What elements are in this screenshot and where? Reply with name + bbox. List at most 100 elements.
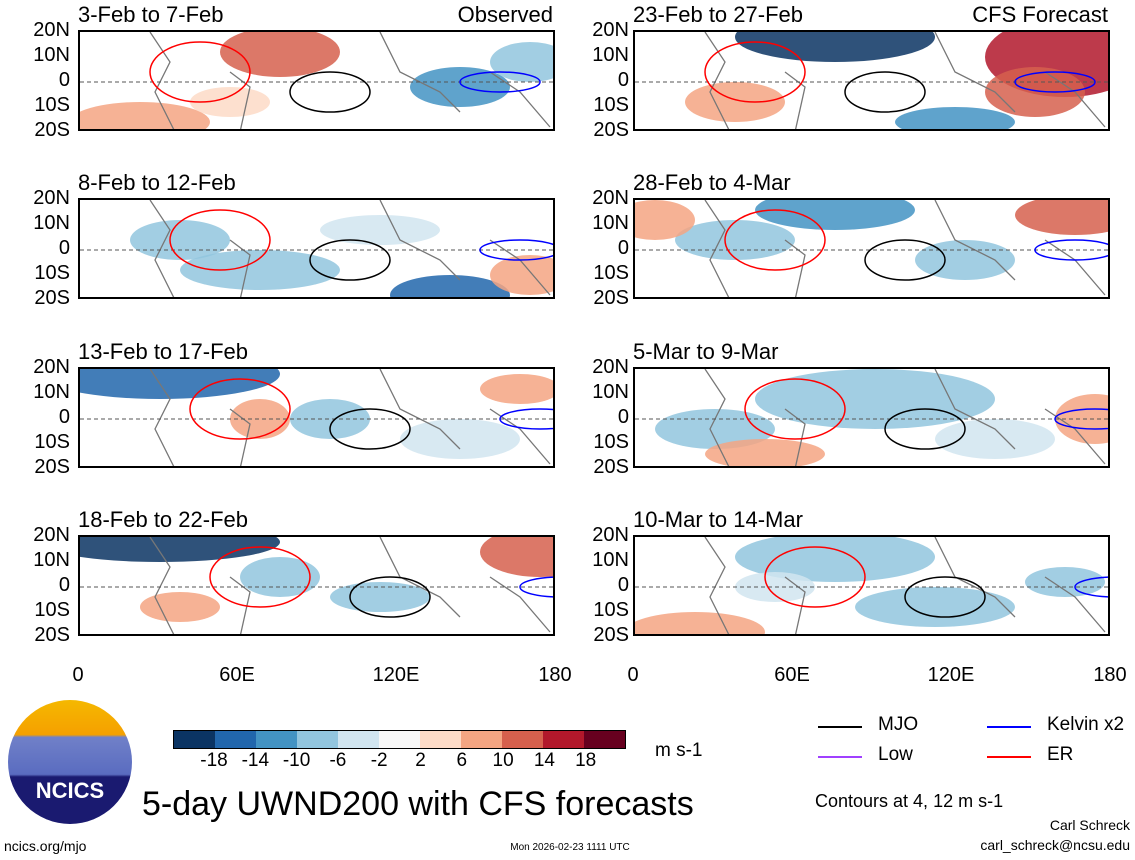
colorbar-swatch — [379, 731, 420, 748]
latitude-label: 10N — [33, 212, 70, 234]
latitude-label: 20N — [33, 187, 70, 209]
latitude-label: 10N — [592, 381, 629, 403]
map-panel — [633, 367, 1110, 468]
latitude-label: 20S — [593, 287, 629, 309]
legend-line-er — [987, 756, 1031, 758]
colorbar-swatch — [461, 731, 502, 748]
latitude-label: 20N — [33, 19, 70, 41]
anomaly-field — [80, 32, 553, 129]
latitude-label: 20N — [592, 524, 629, 546]
legend-line-low — [818, 756, 862, 758]
map-panel — [78, 367, 555, 468]
latitude-label: 0 — [58, 406, 70, 428]
latitude-label: 10N — [592, 549, 629, 571]
map-panel — [78, 198, 555, 299]
latitude-label: 10N — [33, 549, 70, 571]
longitude-label: 180 — [538, 664, 572, 686]
colorbar-tick-label: -10 — [282, 750, 311, 771]
colorbar-tick-label: -14 — [241, 750, 270, 771]
panel-title: 3-Feb to 7-Feb — [78, 2, 224, 27]
latitude-label: 20S — [34, 287, 70, 309]
latitude-label: 10S — [593, 94, 629, 116]
longitude-label: 0 — [72, 664, 84, 686]
latitude-label: 10N — [592, 212, 629, 234]
latitude-label: 20N — [33, 356, 70, 378]
panel-title: 5-Mar to 9-Mar — [633, 339, 779, 364]
latitude-label: 20S — [593, 624, 629, 646]
latitude-label: 20S — [593, 456, 629, 478]
map-panel — [633, 30, 1110, 131]
anomaly-field — [80, 200, 553, 297]
latitude-label: 20S — [593, 119, 629, 141]
panel-title: 13-Feb to 17-Feb — [78, 339, 248, 364]
latitude-label: 20S — [34, 456, 70, 478]
colorbar-tick-label: 6 — [456, 750, 468, 771]
longitude-label: 180 — [1093, 664, 1127, 686]
legend-label: ER — [1047, 744, 1074, 765]
latitude-label: 0 — [58, 237, 70, 259]
colorbar-swatch — [174, 731, 215, 748]
anomaly-field — [80, 369, 553, 466]
colorbar-swatch — [420, 731, 461, 748]
colorbar-swatch — [502, 731, 543, 748]
latitude-label: 0 — [617, 574, 629, 596]
figure-title: 5-day UWND200 with CFS forecasts — [142, 785, 694, 823]
longitude-label: 60E — [219, 664, 255, 686]
colorbar-tick-label: -6 — [329, 750, 347, 771]
latitude-label: 0 — [617, 69, 629, 91]
colorbar-swatch — [256, 731, 297, 748]
longitude-label: 120E — [927, 664, 975, 686]
timestamp: Mon 2026-02-23 1111 UTC — [510, 842, 630, 853]
latitude-label: 20S — [34, 624, 70, 646]
legend-line-mjo — [818, 726, 862, 728]
latitude-label: 20N — [33, 524, 70, 546]
colorbar-swatch — [584, 731, 625, 748]
map-panel — [633, 198, 1110, 299]
anomaly-field — [635, 537, 1108, 634]
anomaly-field — [80, 537, 553, 634]
latitude-label: 0 — [617, 406, 629, 428]
colorbar-swatch — [338, 731, 379, 748]
source-url: ncics.org/mjo — [4, 838, 87, 854]
author-email: carl_schreck@ncsu.edu — [980, 837, 1130, 853]
legend-label: Low — [878, 744, 913, 765]
legend-label: MJO — [878, 714, 919, 735]
panel-title: 28-Feb to 4-Mar — [633, 170, 791, 195]
colorbar-swatch — [543, 731, 584, 748]
colorbar-tick-label: -2 — [370, 750, 388, 771]
latitude-label: 10S — [593, 431, 629, 453]
latitude-label: 0 — [617, 237, 629, 259]
latitude-label: 10S — [34, 94, 70, 116]
latitude-label: 10N — [592, 44, 629, 66]
colorbar-tick-label: 14 — [533, 750, 555, 771]
author-name: Carl Schreck — [1049, 817, 1130, 833]
panel-title: 23-Feb to 27-Feb — [633, 2, 803, 27]
map-panel — [78, 535, 555, 636]
latitude-label: 10N — [33, 381, 70, 403]
latitude-label: 10S — [593, 599, 629, 621]
legend-label: Kelvin x2 — [1047, 714, 1125, 735]
legend-line-kelvin — [987, 726, 1031, 728]
ncics-logo — [8, 700, 132, 824]
map-panel — [633, 535, 1110, 636]
latitude-label: 10S — [34, 599, 70, 621]
latitude-label: 0 — [58, 574, 70, 596]
panel-title: 10-Mar to 14-Mar — [633, 507, 803, 532]
panel-title: 18-Feb to 22-Feb — [78, 507, 248, 532]
longitude-label: 120E — [372, 664, 420, 686]
latitude-label: 20S — [34, 119, 70, 141]
panel-source-label: CFS Forecast — [972, 2, 1108, 27]
colorbar-tick-label: 10 — [492, 750, 514, 771]
colorbar — [173, 730, 626, 749]
colorbar-tick-label: 18 — [575, 750, 597, 771]
logo-text: NCICS — [35, 778, 105, 803]
colorbar-swatch — [215, 731, 256, 748]
anomaly-field — [635, 200, 1108, 297]
longitude-label: 60E — [774, 664, 810, 686]
latitude-label: 10S — [593, 262, 629, 284]
map-panel — [78, 30, 555, 131]
latitude-label: 20N — [592, 356, 629, 378]
latitude-label: 0 — [58, 69, 70, 91]
anomaly-field — [635, 32, 1108, 129]
